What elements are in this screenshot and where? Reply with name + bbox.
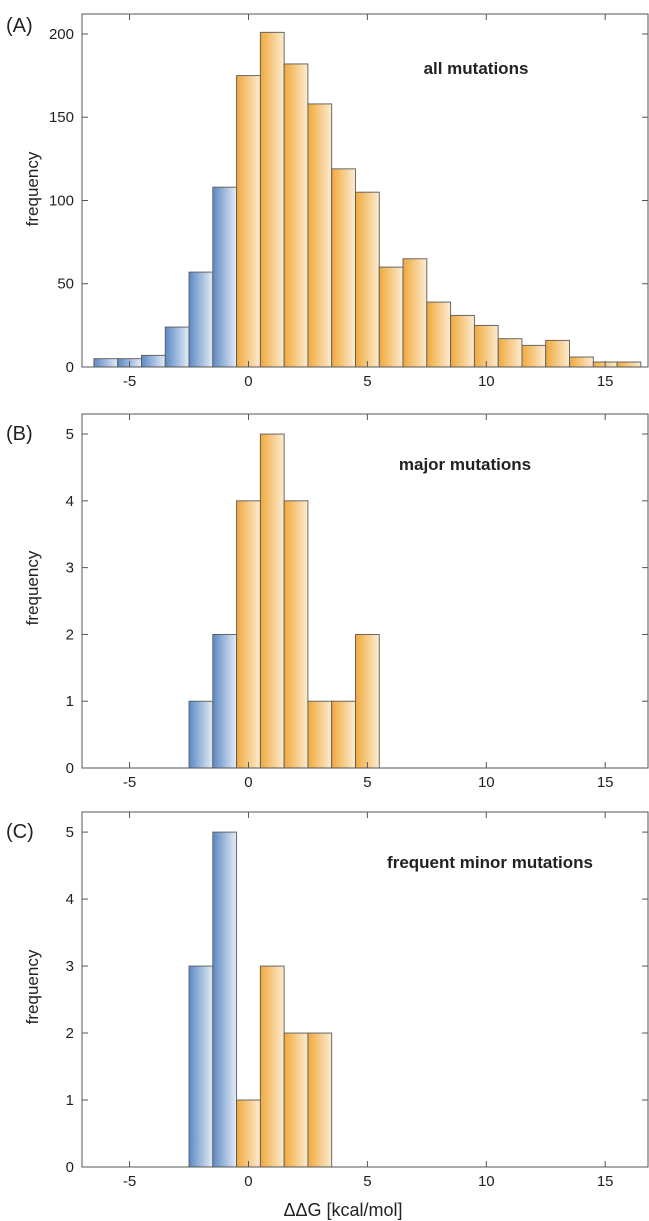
histogram-bar-a-2 bbox=[140, 354, 166, 368]
x-tick-label-b-5: 5 bbox=[363, 774, 371, 791]
histogram-bar-c-5 bbox=[307, 1032, 333, 1168]
y-tick-label-b-2: 2 bbox=[66, 626, 74, 643]
panel-c: (C) frequent minor mutations frequency 0… bbox=[6, 811, 649, 1220]
plot-area-a: 0 50 100 150 200 -5 0 5 10 15 bbox=[49, 13, 649, 390]
histogram-bar-a-3 bbox=[164, 326, 190, 368]
y-tick-label-c-1: 1 bbox=[66, 1092, 74, 1109]
histogram-bar-a-14 bbox=[426, 301, 452, 368]
histogram-bar-a-15 bbox=[450, 314, 475, 368]
y-tick-label-b-5: 5 bbox=[66, 426, 74, 443]
histogram-bar-a-12 bbox=[378, 266, 404, 368]
histogram-bar-b-1 bbox=[212, 633, 238, 769]
y-tick-label-a-200: 200 bbox=[49, 26, 74, 43]
histogram-bar-a-8 bbox=[283, 63, 309, 368]
histogram-bar-b-7 bbox=[355, 633, 380, 769]
plot-area-b: 0 1 2 3 4 5 -5 0 5 10 15 bbox=[66, 413, 649, 791]
x-tick-label-c-15: 15 bbox=[597, 1173, 614, 1190]
histogram-bar-a-13 bbox=[402, 258, 428, 368]
x-tick-label-c-0: 0 bbox=[244, 1173, 252, 1190]
histogram-bar-b-3 bbox=[259, 433, 285, 769]
x-tick-label-b--5: -5 bbox=[123, 774, 136, 791]
histogram-bar-a-4 bbox=[188, 271, 214, 368]
histogram-bar-b-5 bbox=[307, 700, 333, 769]
y-tick-label-c-4: 4 bbox=[66, 891, 74, 908]
histogram-bar-a-22 bbox=[616, 361, 642, 368]
histogram-bar-a-6 bbox=[236, 75, 261, 368]
histogram-bar-c-1 bbox=[212, 831, 238, 1168]
histogram-bar-a-11 bbox=[355, 191, 380, 368]
histogram-bar-a-17 bbox=[497, 338, 523, 368]
panel-label-c: (C) bbox=[6, 821, 34, 843]
y-tick-label-c-5: 5 bbox=[66, 824, 74, 841]
histogram-bar-b-0 bbox=[188, 700, 214, 769]
plot-area-c: 0 1 2 3 4 5 -5 0 5 10 15 bbox=[66, 811, 649, 1190]
histogram-bar-a-9 bbox=[307, 103, 333, 368]
histogram-bar-c-2 bbox=[236, 1099, 261, 1168]
x-axis-label-c: ΔΔG [kcal/mol] bbox=[283, 1200, 402, 1220]
chart-title-c: frequent minor mutations bbox=[387, 853, 593, 872]
y-tick-label-b-3: 3 bbox=[66, 560, 74, 577]
histogram-bar-b-4 bbox=[283, 500, 309, 769]
x-tick-label-c--5: -5 bbox=[123, 1173, 136, 1190]
y-axis-label-a: frequency bbox=[23, 151, 42, 226]
histogram-bar-a-10 bbox=[331, 168, 356, 368]
panel-b: (B) major mutations frequency 0 1 2 3 4 5 -5 0 5… bbox=[6, 413, 649, 791]
histogram-bar-b-6 bbox=[331, 700, 356, 769]
histogram-bar-a-0 bbox=[93, 358, 119, 368]
y-tick-label-c-0: 0 bbox=[66, 1159, 74, 1176]
y-tick-label-a-100: 100 bbox=[49, 192, 74, 209]
panel-label-b: (B) bbox=[6, 423, 33, 445]
histogram-bar-c-0 bbox=[188, 965, 214, 1168]
histogram-bar-c-3 bbox=[259, 965, 285, 1168]
y-tick-label-a-0: 0 bbox=[66, 359, 74, 376]
histogram-bar-a-19 bbox=[545, 339, 570, 368]
y-axis-label-b: frequency bbox=[23, 550, 42, 625]
y-tick-label-b-4: 4 bbox=[66, 493, 74, 510]
chart-title-b: major mutations bbox=[399, 455, 531, 474]
histogram-bar-b-2 bbox=[236, 500, 261, 769]
plot-frame-b bbox=[81, 413, 649, 769]
x-tick-label-b-15: 15 bbox=[597, 774, 614, 791]
histogram-bar-a-16 bbox=[473, 324, 499, 368]
plot-frame-c bbox=[81, 811, 649, 1168]
x-tick-label-a-0: 0 bbox=[244, 373, 252, 390]
histogram-bar-a-18 bbox=[521, 344, 547, 368]
x-tick-label-a-5: 5 bbox=[363, 373, 371, 390]
y-axis-label-c: frequency bbox=[23, 949, 42, 1024]
x-tick-label-b-0: 0 bbox=[244, 774, 252, 791]
x-tick-label-b-10: 10 bbox=[478, 774, 495, 791]
histogram-bar-a-7 bbox=[259, 31, 285, 368]
histogram-bar-a-20 bbox=[569, 356, 594, 368]
x-tick-label-c-5: 5 bbox=[363, 1173, 371, 1190]
panel-label-a: (A) bbox=[6, 15, 33, 37]
y-tick-label-c-3: 3 bbox=[66, 958, 74, 975]
y-tick-label-a-50: 50 bbox=[57, 276, 74, 293]
histogram-bar-c-4 bbox=[283, 1032, 309, 1168]
y-tick-label-c-2: 2 bbox=[66, 1025, 74, 1042]
x-tick-label-a--5: -5 bbox=[123, 373, 136, 390]
x-tick-label-a-15: 15 bbox=[597, 373, 614, 390]
x-tick-label-a-10: 10 bbox=[478, 373, 495, 390]
plot-frame-a bbox=[81, 13, 649, 368]
panel-a: (A) all mutations frequency 050100150200… bbox=[6, 13, 649, 390]
x-tick-label-c-10: 10 bbox=[478, 1173, 495, 1190]
y-tick-label-b-1: 1 bbox=[66, 693, 74, 710]
chart-title-a: all mutations bbox=[424, 59, 529, 78]
histogram-bar-a-5 bbox=[212, 186, 238, 368]
y-tick-label-b-0: 0 bbox=[66, 760, 74, 777]
y-tick-label-a-150: 150 bbox=[49, 109, 74, 126]
